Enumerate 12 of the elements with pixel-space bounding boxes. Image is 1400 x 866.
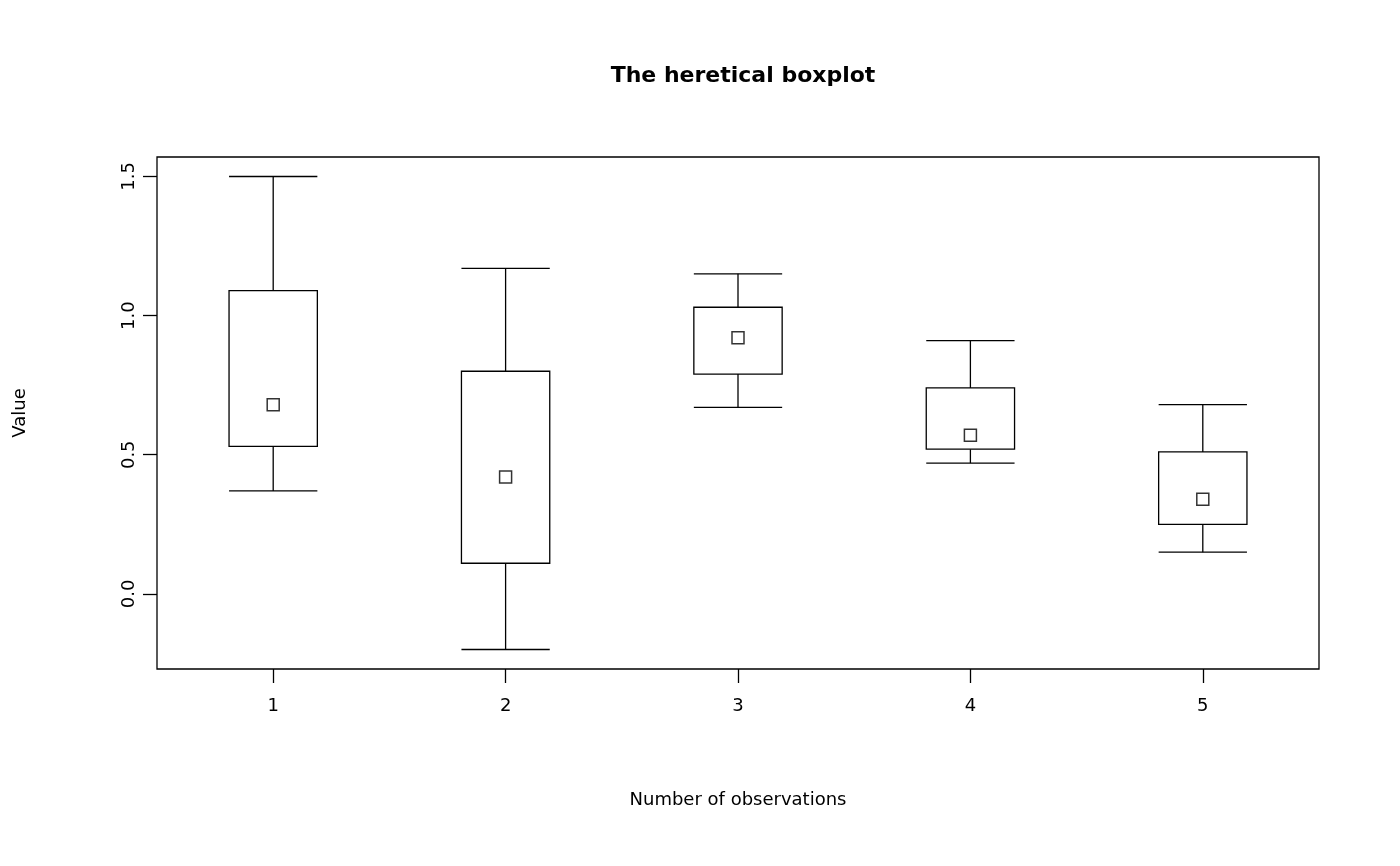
y-tick-label: 1.0 <box>116 301 138 330</box>
chart-title: The heretical boxplot <box>610 61 876 87</box>
x-tick-label: 2 <box>499 693 512 715</box>
x-axis-title: Number of observations <box>629 787 847 809</box>
x-tick-label: 3 <box>732 693 744 715</box>
x-tick-label: 4 <box>964 693 977 715</box>
y-tick-label: 1.5 <box>116 162 138 191</box>
y-axis-title: Value <box>7 388 29 438</box>
y-tick-label: 0.0 <box>116 579 138 609</box>
x-tick-label: 5 <box>1197 693 1209 715</box>
y-tick-label: 0.5 <box>116 440 138 470</box>
x-tick-label: 1 <box>267 693 279 715</box>
